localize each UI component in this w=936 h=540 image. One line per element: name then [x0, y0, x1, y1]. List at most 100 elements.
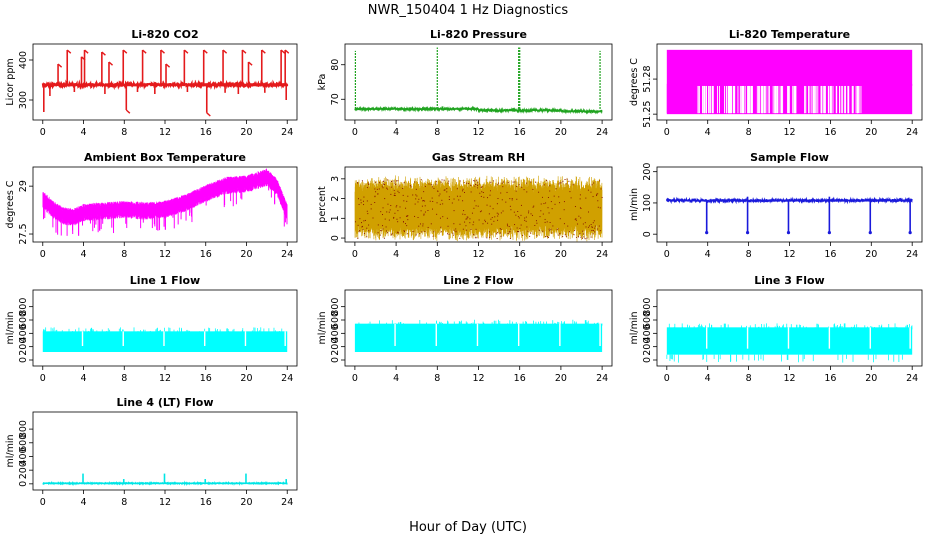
panel-title: Ambient Box Temperature [84, 151, 246, 164]
series-point-342 [506, 223, 508, 225]
series-point-420 [548, 236, 550, 238]
y-tick-label-0: 0 [18, 357, 29, 363]
series-point-264 [574, 230, 576, 232]
flow-gap-3 [828, 327, 831, 349]
series-point-413 [453, 234, 455, 236]
series-point-111 [382, 183, 384, 185]
series-point-91 [536, 234, 538, 236]
series-point-358 [439, 217, 441, 219]
panel-title: Li-820 Temperature [729, 28, 850, 41]
series-point-281 [436, 213, 438, 215]
series-point-167 [465, 225, 467, 227]
flow-gap-2 [787, 327, 790, 349]
series-point-345 [402, 194, 404, 196]
x-tick-label-5: 20 [240, 497, 252, 508]
series-point-329 [415, 234, 417, 236]
series-point-305 [378, 182, 380, 184]
series-point-109 [382, 207, 384, 209]
flow-gap-1 [122, 331, 124, 346]
series-point-121 [406, 200, 408, 202]
series-point-213 [544, 218, 546, 220]
series-point-421 [580, 236, 582, 238]
series-point-261 [517, 231, 519, 233]
series-point-482 [524, 217, 526, 219]
series-point-308 [474, 185, 476, 187]
series-point-18 [407, 219, 409, 221]
series-point-158 [525, 182, 527, 184]
figure-xlabel: Hour of Day (UTC) [409, 520, 527, 535]
series-point-233 [406, 225, 408, 227]
series-point-113 [362, 229, 364, 231]
dip-point-4 [827, 231, 831, 235]
series-point-266 [407, 233, 409, 235]
x-tick-label-5: 20 [555, 249, 567, 260]
panel-0: 0 4 8 12 16 20 24 300 400 Li-820 CO2 Licor ppm [5, 28, 298, 138]
series-point-19 [499, 232, 501, 234]
series-point-400 [447, 182, 449, 184]
series-point-97 [362, 200, 364, 202]
series-point-265 [481, 191, 483, 193]
x-tick-label-6: 24 [281, 249, 293, 260]
series-point-355 [472, 224, 474, 226]
series-point-143 [470, 228, 472, 230]
panel-data [354, 319, 603, 352]
series-point-272 [518, 231, 520, 233]
series-point-286 [420, 197, 422, 199]
series-point-383 [586, 237, 588, 239]
series-point-472 [433, 187, 435, 189]
x-tick-label-3: 12 [472, 127, 484, 138]
series-point-328 [560, 182, 562, 184]
y-tick-label-0: 0 [330, 357, 341, 363]
series-point-270 [363, 232, 365, 234]
flow-gap-3 [517, 323, 520, 346]
series-trace [354, 105, 603, 115]
series-point-397 [430, 223, 432, 225]
x-tick-label-6: 24 [596, 249, 608, 260]
x-tick-label-2: 8 [434, 249, 440, 260]
series-point-192 [470, 191, 472, 193]
x-tick-label-0: 0 [352, 373, 358, 384]
series-point-25 [509, 205, 511, 207]
series-point-321 [546, 180, 548, 182]
series-point-135 [442, 203, 444, 205]
y-axis-label: degrees C [5, 180, 16, 228]
series-point-177 [466, 182, 468, 184]
series-point-491 [533, 205, 535, 207]
series-point-174 [518, 184, 520, 186]
y-tick-label-1: 100 [642, 194, 653, 212]
x-tick-label-6: 24 [906, 373, 918, 384]
spike-hook-5 [108, 61, 114, 66]
series-point-324 [379, 234, 381, 236]
series-point-215 [491, 223, 493, 225]
series-point-66 [500, 192, 502, 194]
series-point-123 [403, 230, 405, 232]
series-point-34 [377, 224, 379, 226]
series-point-54 [368, 230, 370, 232]
series-point-205 [546, 236, 548, 238]
series-point-498 [492, 208, 494, 210]
series-point-148 [453, 198, 455, 200]
y-tick-label-0: 27.5 [18, 223, 29, 244]
series-point-285 [393, 216, 395, 218]
series-point-410 [567, 225, 569, 227]
series-point-187 [469, 222, 471, 224]
series-point-13 [492, 180, 494, 182]
series-point-130 [406, 215, 408, 217]
series-point-140 [422, 225, 424, 227]
series-point-136 [357, 237, 359, 239]
series-point-80 [458, 199, 460, 201]
series-point-77 [510, 209, 512, 211]
series-point-382 [519, 227, 521, 229]
series-point-294 [368, 224, 370, 226]
series-point-363 [532, 206, 534, 208]
series-point-326 [403, 182, 405, 184]
series-point-479 [391, 233, 393, 235]
series-point-178 [549, 221, 551, 223]
series-point-71 [511, 199, 513, 201]
series-point-245 [446, 217, 448, 219]
series-point-444 [501, 182, 503, 184]
series-point-207 [423, 191, 425, 193]
series-point-445 [473, 180, 475, 182]
series-point-339 [563, 209, 565, 211]
